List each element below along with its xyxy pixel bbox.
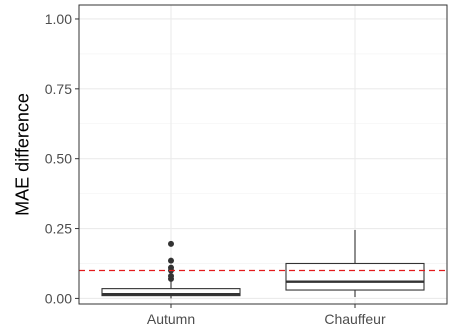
y-tick-label: 0.00 xyxy=(45,290,72,306)
box-iqr xyxy=(285,262,425,291)
y-tick-label: 0.50 xyxy=(45,151,72,167)
outlier-point xyxy=(168,240,174,247)
y-tick-label: 0.75 xyxy=(45,81,72,97)
outlier-point xyxy=(168,273,174,280)
y-axis-title: MAE difference xyxy=(12,93,32,216)
x-axis: Autumn Chauffeur xyxy=(147,304,386,327)
plot-panel xyxy=(79,5,447,304)
box-iqr xyxy=(101,288,241,297)
boxes xyxy=(101,229,425,299)
x-tick-label: Autumn xyxy=(147,311,195,327)
outlier-point xyxy=(168,264,174,271)
y-tick-label: 1.00 xyxy=(45,11,72,27)
plot-panel-border xyxy=(78,4,448,305)
box-chauffeur xyxy=(285,229,425,298)
y-axis: 0.00 0.25 0.50 0.75 1.00 xyxy=(45,11,79,306)
box-autumn xyxy=(101,240,241,299)
x-tick-label: Chauffeur xyxy=(324,311,386,327)
y-tick-label: 0.25 xyxy=(45,221,72,237)
outlier-point xyxy=(168,257,174,264)
